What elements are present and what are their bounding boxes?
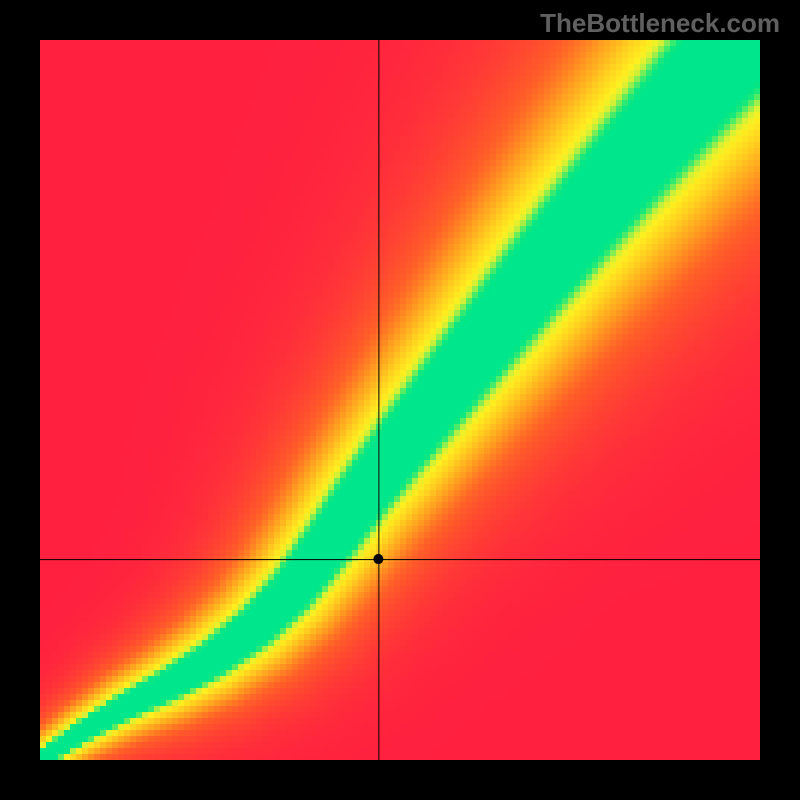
heatmap-panel xyxy=(40,40,760,760)
watermark-text: TheBottleneck.com xyxy=(540,8,780,39)
chart-container: TheBottleneck.com xyxy=(0,0,800,800)
bottleneck-heatmap xyxy=(40,40,760,760)
